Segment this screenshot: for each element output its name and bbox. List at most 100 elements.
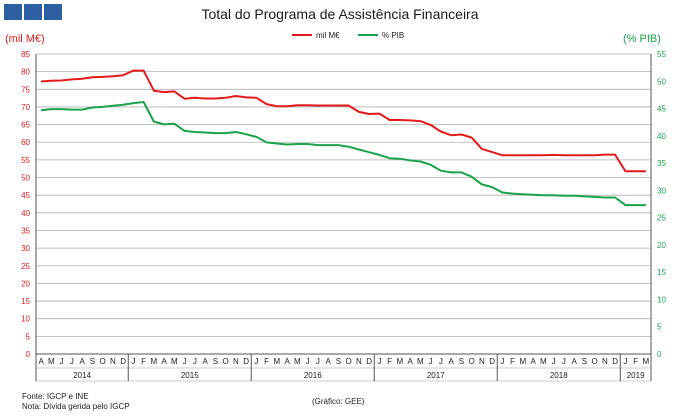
month-tick-label: A	[79, 357, 85, 366]
month-tick-label: D	[612, 357, 618, 366]
legend-label-gdp: % PIB	[382, 31, 404, 40]
right-tick-label: 40	[657, 132, 666, 141]
legend-label-eur: mil M€	[316, 31, 340, 40]
left-tick-label: 80	[21, 68, 30, 77]
left-axis: 0 5 10 15 20 25 30 35 40 45 50 55 60 65 70 75 80 85	[21, 50, 30, 359]
month-tick-label: M	[171, 357, 178, 366]
institution-logo	[4, 4, 62, 20]
month-tick-label: O	[223, 357, 229, 366]
month-tick-label: J	[316, 357, 320, 366]
right-tick-label: 0	[657, 350, 662, 359]
left-tick-label: 5	[26, 332, 31, 341]
right-tick-label: 15	[657, 268, 666, 277]
year-tick-label: 2016	[304, 371, 322, 380]
left-tick-label: 40	[21, 209, 30, 218]
right-axis: 0 5 10 15 20 25 30 35 40 45 50 55	[657, 50, 666, 359]
logo-square-icon	[44, 4, 62, 20]
left-tick-label: 25	[21, 262, 30, 271]
month-tick-label: S	[582, 357, 587, 366]
logo-square-icon	[4, 4, 22, 20]
month-tick-label: J	[254, 357, 258, 366]
month-tick-label: J	[439, 357, 443, 366]
right-tick-label: 30	[657, 186, 666, 195]
month-tick-label: D	[366, 357, 372, 366]
month-tick-label: M	[520, 357, 527, 366]
month-tick-label: O	[592, 357, 598, 366]
year-tick-label: 2018	[550, 371, 568, 380]
left-tick-label: 50	[21, 174, 30, 183]
left-tick-label: 55	[21, 156, 30, 165]
chart-title: Total do Programa de Assistência Finance…	[201, 6, 479, 22]
month-tick-label: J	[306, 357, 310, 366]
series-line-pct-gdp	[40, 101, 646, 207]
month-tick-label: M	[540, 357, 547, 366]
month-tick-label: N	[479, 357, 485, 366]
month-tick-label: A	[202, 357, 208, 366]
left-tick-label: 70	[21, 103, 30, 112]
left-tick-label: 0	[26, 350, 31, 359]
month-tick-label: M	[48, 357, 55, 366]
month-tick-label: J	[552, 357, 556, 366]
month-tick-label: M	[643, 357, 650, 366]
month-tick-label: D	[243, 357, 249, 366]
month-tick-label: A	[325, 357, 331, 366]
year-tick-label: 2017	[427, 371, 445, 380]
left-tick-label: 30	[21, 244, 30, 253]
month-tick-label: D	[120, 357, 126, 366]
month-tick-label: J	[623, 357, 627, 366]
right-tick-label: 5	[657, 323, 662, 332]
month-tick-label: A	[448, 357, 454, 366]
month-tick-label: A	[161, 357, 167, 366]
right-tick-label: 50	[657, 77, 666, 86]
month-tick-label: F	[264, 357, 269, 366]
chart-legend: mil M€ % PIB	[292, 31, 404, 40]
left-tick-label: 15	[21, 297, 30, 306]
month-tick-label: F	[387, 357, 392, 366]
right-axis-unit: (% PIB)	[623, 33, 661, 45]
left-tick-label: 75	[21, 85, 30, 94]
chart-credit: (Gráfico: GEE)	[312, 397, 365, 406]
right-tick-label: 55	[657, 50, 666, 59]
month-tick-label: N	[602, 357, 608, 366]
month-tick-label: N	[356, 357, 362, 366]
year-tick-label: 2014	[73, 371, 91, 380]
month-tick-label: J	[193, 357, 197, 366]
month-tick-label: D	[489, 357, 495, 366]
month-tick-label: M	[294, 357, 301, 366]
month-tick-label: A	[530, 357, 536, 366]
gridlines	[36, 53, 651, 337]
month-tick-label: M	[417, 357, 424, 366]
month-tick-label: A	[571, 357, 577, 366]
right-tick-label: 35	[657, 159, 666, 168]
month-tick-label: J	[131, 357, 135, 366]
month-tick-label: J	[377, 357, 381, 366]
month-tick-label: F	[633, 357, 638, 366]
left-tick-label: 60	[21, 138, 30, 147]
logo-square-icon	[24, 4, 42, 20]
month-tick-label: S	[459, 357, 464, 366]
month-tick-label: M	[274, 357, 281, 366]
month-tick-label: J	[70, 357, 74, 366]
month-tick-label: O	[469, 357, 475, 366]
right-tick-label: 20	[657, 241, 666, 250]
month-tick-label: S	[213, 357, 218, 366]
month-tick-label: F	[510, 357, 515, 366]
month-tick-label: A	[407, 357, 413, 366]
month-tick-label: A	[38, 357, 44, 366]
month-tick-label: F	[141, 357, 146, 366]
month-tick-label: N	[110, 357, 116, 366]
left-tick-label: 10	[21, 315, 30, 324]
month-tick-label: O	[346, 357, 352, 366]
month-tick-label: M	[397, 357, 404, 366]
left-axis-unit: (mil M€)	[5, 33, 45, 45]
footnote: Nota: Dívida gerida pelo IGCP	[22, 402, 130, 411]
year-tick-label: 2019	[627, 371, 645, 380]
series-lines	[40, 69, 646, 207]
right-tick-label: 45	[657, 105, 666, 114]
month-tick-label: M	[151, 357, 158, 366]
right-tick-label: 10	[657, 295, 666, 304]
left-tick-label: 20	[21, 279, 30, 288]
left-tick-label: 85	[21, 50, 30, 59]
left-tick-label: 35	[21, 226, 30, 235]
month-tick-label: J	[500, 357, 504, 366]
